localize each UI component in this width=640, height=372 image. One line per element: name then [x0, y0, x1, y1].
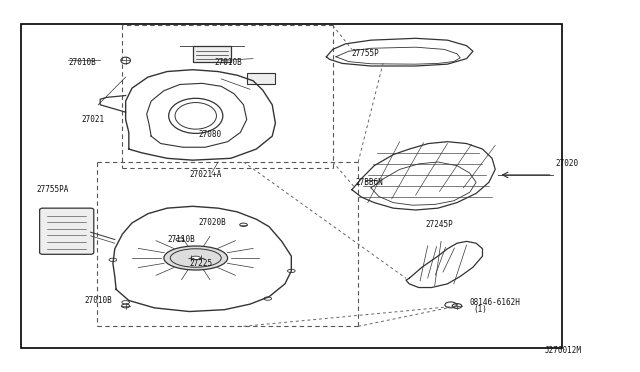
Text: 27245P: 27245P — [425, 220, 453, 229]
Text: 27080: 27080 — [199, 130, 222, 139]
Bar — [193, 46, 231, 62]
Text: 27020: 27020 — [556, 159, 579, 169]
Ellipse shape — [264, 297, 271, 300]
FancyBboxPatch shape — [40, 208, 94, 254]
Text: 27010B: 27010B — [215, 58, 243, 67]
Ellipse shape — [109, 258, 116, 262]
Text: 27755PA: 27755PA — [36, 185, 69, 194]
Text: (1): (1) — [473, 305, 487, 314]
Text: 27755P: 27755P — [352, 49, 380, 58]
Bar — [20, 23, 562, 349]
Text: J270012M: J270012M — [544, 346, 581, 355]
Text: 27010B: 27010B — [68, 58, 96, 67]
Ellipse shape — [121, 57, 131, 64]
Ellipse shape — [164, 246, 228, 270]
Text: 08146-6162H: 08146-6162H — [470, 298, 520, 307]
Ellipse shape — [240, 223, 247, 227]
Bar — [246, 73, 275, 84]
Ellipse shape — [191, 256, 200, 260]
Ellipse shape — [122, 304, 130, 308]
Ellipse shape — [452, 304, 462, 308]
Text: 27225: 27225 — [189, 259, 212, 268]
Text: 27021: 27021 — [81, 115, 104, 124]
Text: 27021+A: 27021+A — [189, 170, 221, 179]
Ellipse shape — [287, 269, 295, 273]
Ellipse shape — [176, 238, 184, 241]
Text: 27110B: 27110B — [167, 235, 195, 244]
Text: 27010B: 27010B — [84, 296, 112, 305]
Text: 27020B: 27020B — [199, 218, 227, 227]
Ellipse shape — [122, 301, 129, 304]
Text: 27BB6N: 27BB6N — [355, 178, 383, 187]
